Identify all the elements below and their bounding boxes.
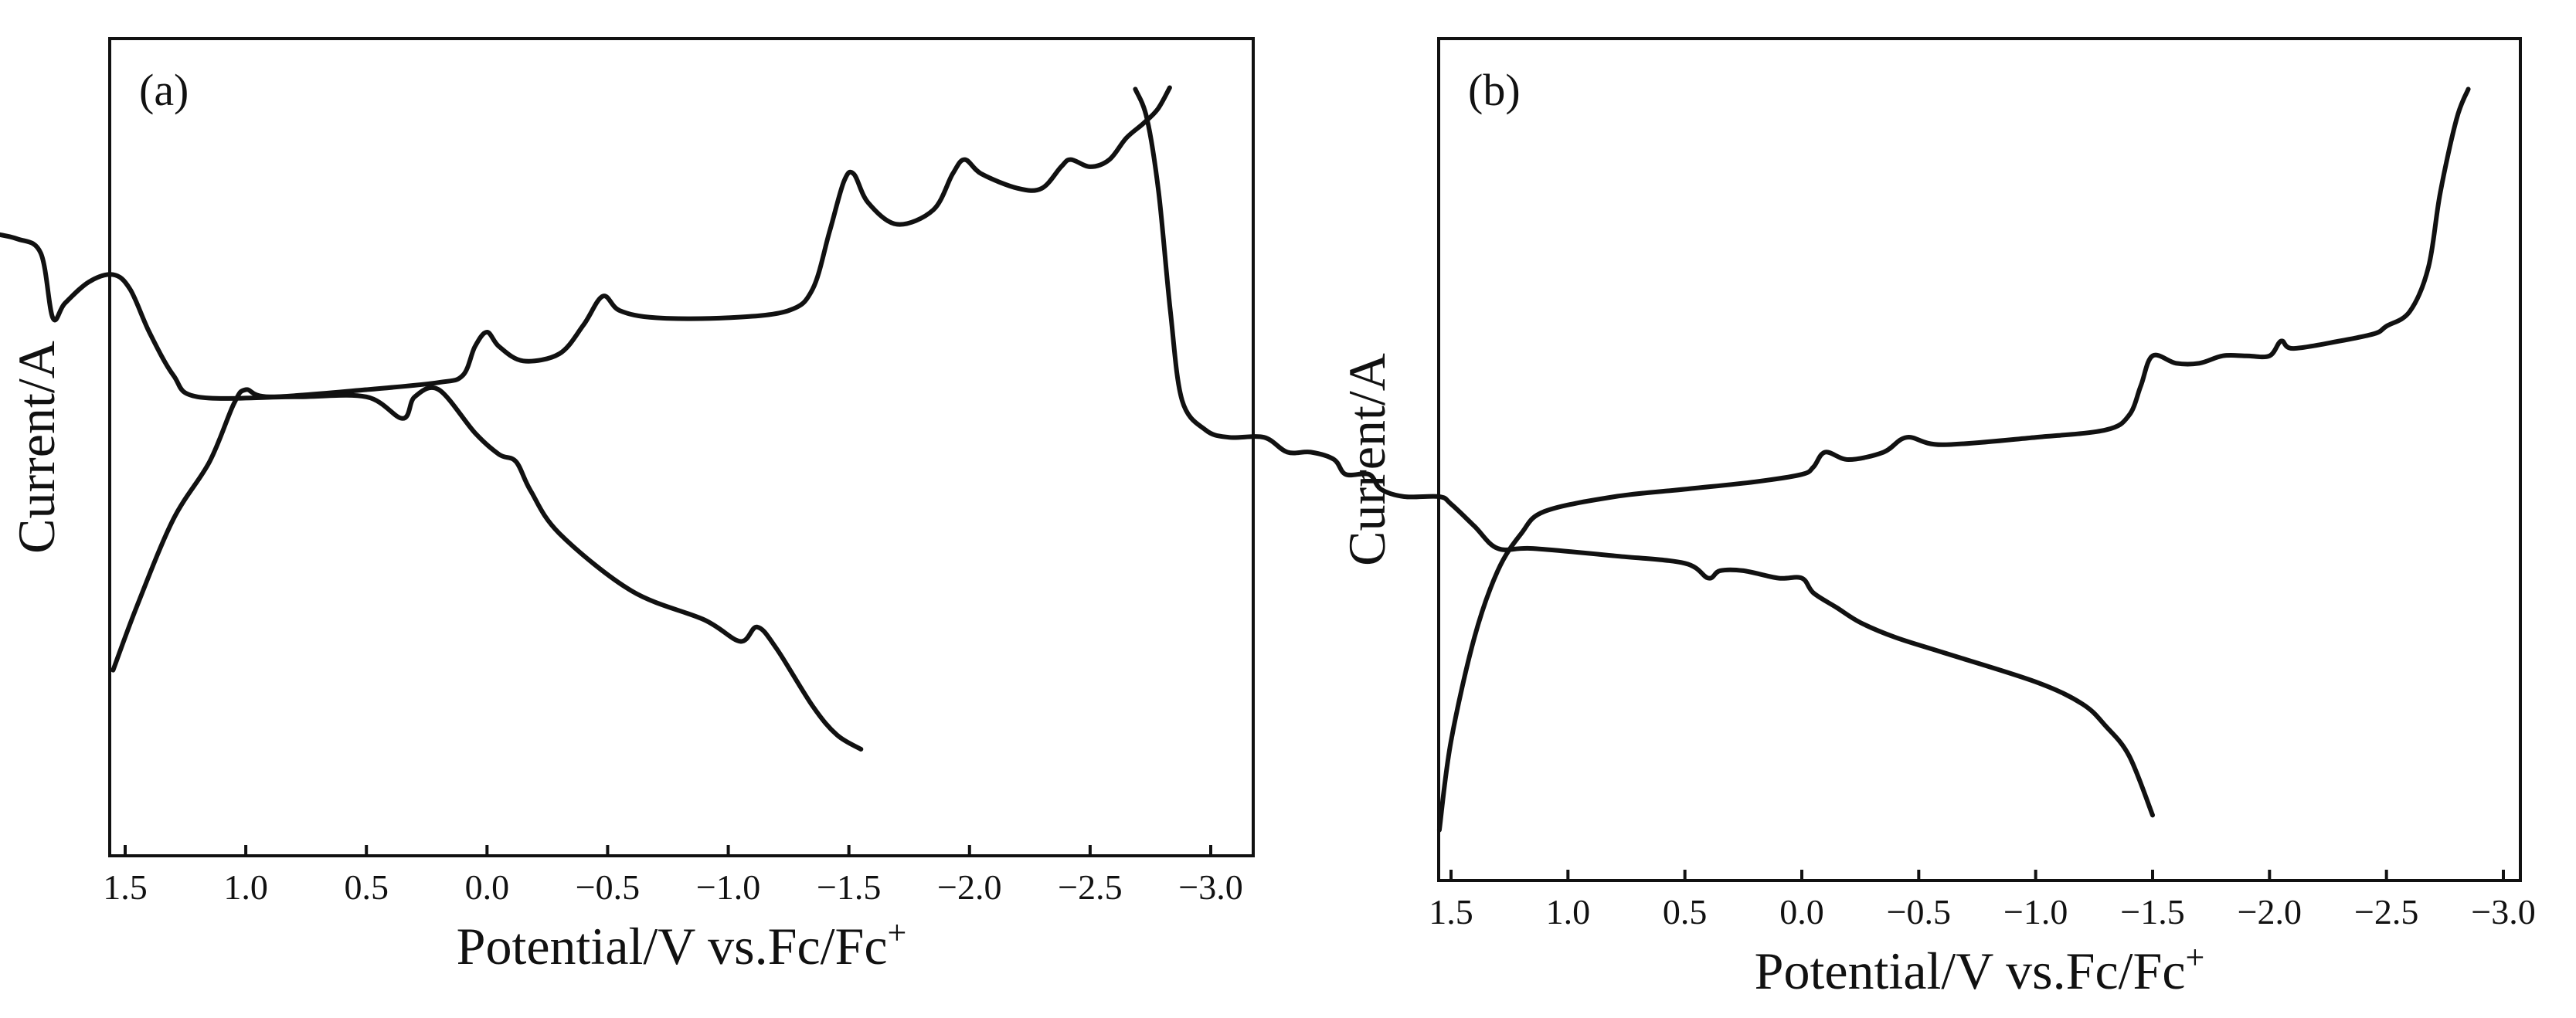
x-tick-label: 0.5 <box>344 867 389 907</box>
x-tick-label: 1.0 <box>1546 892 1591 931</box>
cv-series-line <box>1133 87 2155 818</box>
x-tick-label: −2.5 <box>1058 867 1122 907</box>
cv-series-line <box>1436 87 2471 833</box>
x-tick-label: −1.5 <box>2120 892 2184 931</box>
cv-series-line <box>0 232 864 752</box>
panel-b: 1.5 1.0 0.5 0.0 −0.5 −1.0 −1.5 −2.0 −2.5 −3.0 (b) P… <box>1133 37 2536 1000</box>
x-tick-label: −3.0 <box>1178 867 1242 907</box>
x-tick-label: −0.5 <box>576 867 640 907</box>
x-tick-label: −0.5 <box>1887 892 1951 931</box>
x-tick-label: −2.0 <box>937 867 1001 907</box>
x-tick-label: 1.5 <box>103 867 148 907</box>
x-tick-label: −3.0 <box>2471 892 2535 931</box>
panel-a: 1.5 1.0 0.5 0.0 −0.5 −1.0 −1.5 −2.0 −2.5 −3.0 (a) P… <box>0 37 1255 976</box>
plot-frame <box>108 37 1255 857</box>
cv-series-line <box>110 85 1172 673</box>
panel-label: (b) <box>1468 65 1521 115</box>
x-tick-label: 0.0 <box>1779 892 1824 931</box>
x-axis-label: Potential/V vs.Fc/Fc+ <box>1755 938 2205 1000</box>
panel-label: (a) <box>139 65 189 115</box>
x-tick-label: 0.5 <box>1663 892 1708 931</box>
x-tick-label: 1.5 <box>1429 892 1473 931</box>
x-axis-label: Potential/V vs.Fc/Fc+ <box>457 914 907 976</box>
x-tick-label: 0.0 <box>465 867 510 907</box>
y-axis-label: Current/A <box>7 341 66 554</box>
x-tick-label: −1.0 <box>2003 892 2068 931</box>
x-tick-label: −2.0 <box>2238 892 2302 931</box>
x-tick-label: −1.0 <box>696 867 760 907</box>
plot-frame <box>1437 37 2522 882</box>
y-axis-label: Current/A <box>1337 353 1396 566</box>
x-tick-label: −1.5 <box>817 867 881 907</box>
x-tick-label: −2.5 <box>2354 892 2418 931</box>
x-tick-label: 1.0 <box>223 867 268 907</box>
